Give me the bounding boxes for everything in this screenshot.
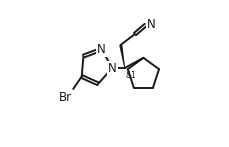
Text: N: N xyxy=(147,19,156,31)
Text: Br: Br xyxy=(58,91,71,104)
Text: &1: &1 xyxy=(126,71,137,80)
Polygon shape xyxy=(119,45,125,68)
Text: N: N xyxy=(108,61,117,75)
Text: N: N xyxy=(97,43,106,56)
